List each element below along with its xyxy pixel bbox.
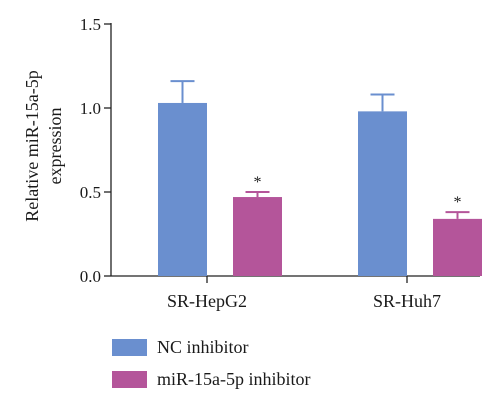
- bar: [158, 102, 207, 277]
- y-axis-title: Relative miR-15a-5p expression: [22, 70, 65, 221]
- x-tick-label: SR-Huh7: [373, 291, 441, 311]
- legend: NC inhibitor miR-15a-5p inhibitor: [112, 337, 310, 389]
- y-tick-label: 1.5: [80, 15, 101, 34]
- legend-swatch: [112, 339, 147, 356]
- legend-swatch: [112, 371, 147, 388]
- x-axis-category-labels: SR-HepG2 SR-Huh7: [167, 276, 441, 311]
- y-axis-title-line-1: Relative miR-15a-5p: [22, 70, 42, 221]
- bar: [358, 111, 407, 276]
- y-tick-label: 0.0: [80, 267, 101, 286]
- y-axis-ticks: 0.0 0.5 1.0 1.5: [80, 15, 111, 286]
- legend-label: miR-15a-5p inhibitor: [157, 369, 310, 389]
- legend-label: NC inhibitor: [157, 337, 249, 357]
- y-tick-label: 1.0: [80, 99, 101, 118]
- y-tick-label: 0.5: [80, 183, 101, 202]
- significance-marker: *: [254, 174, 262, 191]
- significance-marker: *: [454, 194, 462, 211]
- bars: **: [158, 80, 482, 277]
- y-axis-title-line-2: expression: [45, 108, 65, 185]
- x-tick-label: SR-HepG2: [167, 291, 247, 311]
- bar: [433, 218, 482, 276]
- bar: [233, 197, 282, 276]
